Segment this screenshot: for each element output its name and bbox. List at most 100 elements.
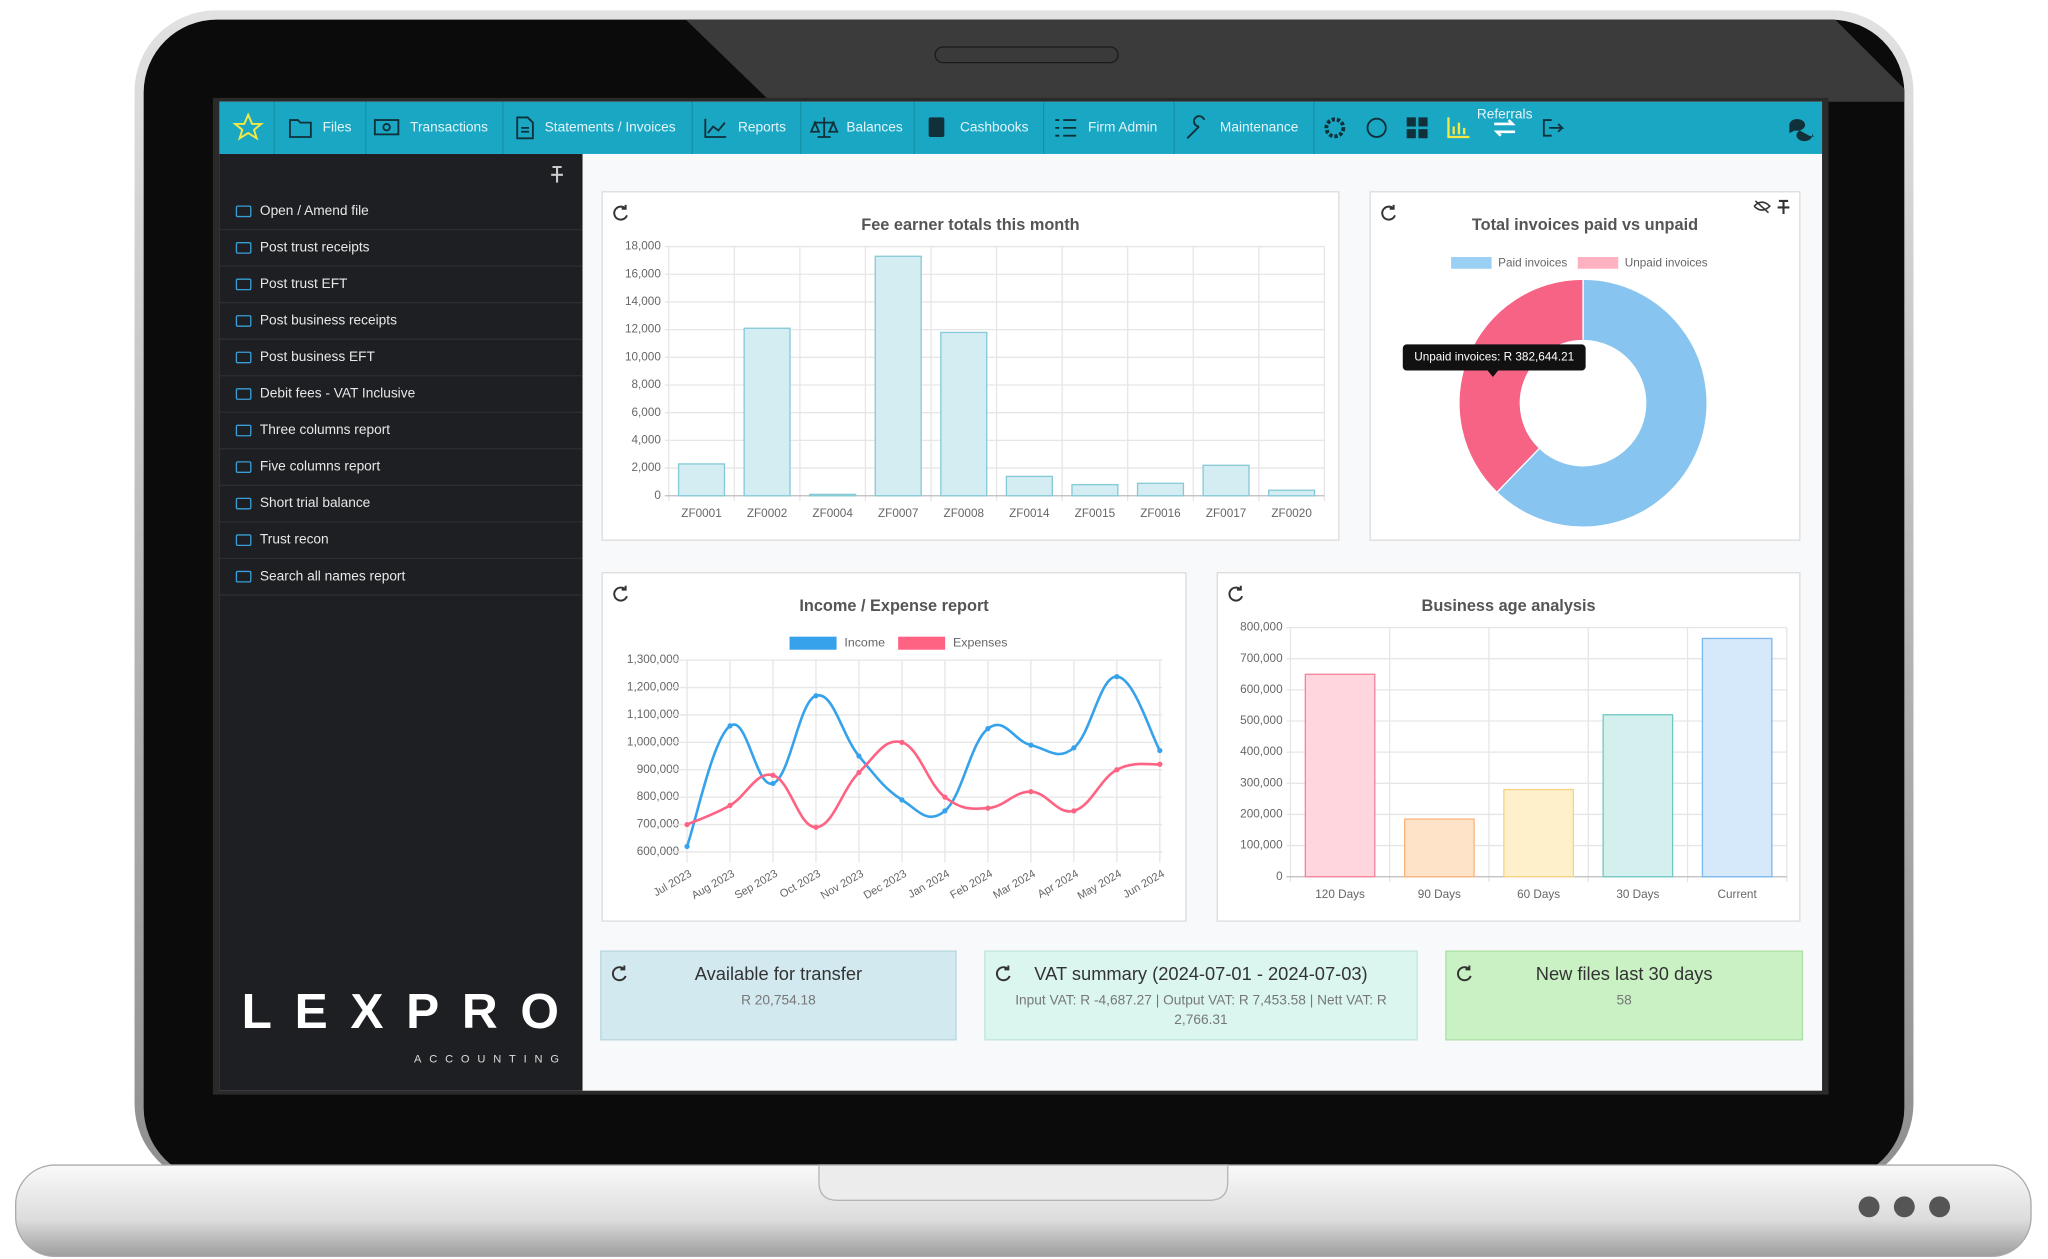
menu-item[interactable]: Post trust receipts xyxy=(260,240,370,255)
legend-swatch xyxy=(789,636,837,650)
nav: Files Transactions Statements / Invoices… xyxy=(232,101,1815,154)
point xyxy=(899,739,905,745)
point xyxy=(1028,789,1034,795)
x-tick-label: 30 Days xyxy=(1616,888,1659,901)
menu-item[interactable]: Short trial balance xyxy=(260,495,370,510)
x-tick-label: 60 Days xyxy=(1517,888,1560,901)
point xyxy=(684,821,690,828)
menu-item[interactable]: Search all names report xyxy=(260,568,406,583)
nav-item[interactable]: Maintenance xyxy=(1220,119,1298,134)
menu-item[interactable]: Post business receipts xyxy=(260,313,397,328)
y-tick-label: 800,000 xyxy=(637,790,680,803)
nav-item[interactable]: Balances xyxy=(846,119,902,134)
menu-icon xyxy=(235,315,252,327)
y-tick-label: 18,000 xyxy=(625,240,661,253)
chart-panel xyxy=(601,572,1187,922)
menu-icon xyxy=(235,278,252,291)
x-tick-label: ZF0008 xyxy=(944,507,985,520)
point xyxy=(985,805,991,811)
chat[interactable] xyxy=(1789,119,1815,142)
settings[interactable] xyxy=(1324,117,1346,139)
bar xyxy=(809,493,857,497)
menu-item[interactable]: Debit fees - VAT Inclusive xyxy=(260,386,415,401)
bar xyxy=(743,327,791,497)
y-tick-label: 4,000 xyxy=(632,433,662,446)
referrals[interactable] xyxy=(1493,119,1516,137)
nav-item[interactable]: Statements / Invoices xyxy=(545,119,676,134)
nav-item[interactable]: Files xyxy=(323,119,352,134)
point xyxy=(942,794,948,800)
nav-item[interactable]: Reports xyxy=(738,119,786,134)
bar xyxy=(1403,818,1475,878)
bar xyxy=(1304,673,1376,878)
x-tick-label: ZF0001 xyxy=(681,507,721,520)
tooltip-text: Unpaid invoices: R 382,644.21 xyxy=(1414,351,1574,364)
y-tick-label: 1,100,000 xyxy=(627,708,680,721)
tile-title: VAT summary (2024-07-01 - 2024-07-03) xyxy=(1034,962,1368,984)
doughnut-slice xyxy=(1495,278,1708,528)
charts[interactable] xyxy=(1447,117,1470,139)
tile-title: Available for transfer xyxy=(694,962,863,984)
point xyxy=(727,802,733,808)
nav-label: Referrals xyxy=(1477,106,1533,121)
tile-value: 58 xyxy=(1616,992,1632,1009)
logout[interactable] xyxy=(1542,119,1565,137)
tile xyxy=(984,950,1418,1041)
y-tick-label: 400,000 xyxy=(1240,745,1283,758)
y-tick-label: 12,000 xyxy=(625,323,661,336)
refresh-icon xyxy=(1228,585,1244,602)
point xyxy=(770,772,776,778)
tile xyxy=(600,950,957,1041)
webcam xyxy=(934,46,1119,64)
y-tick-label: 8,000 xyxy=(632,378,662,391)
menu-item[interactable]: Five columns report xyxy=(260,459,380,474)
point xyxy=(856,769,862,776)
refresh-icon xyxy=(613,204,628,221)
menu-item[interactable]: Three columns report xyxy=(260,422,390,437)
point xyxy=(1157,747,1163,754)
menu-icon xyxy=(235,242,252,254)
y-tick-label: 600,000 xyxy=(637,845,680,858)
y-tick-label: 14,000 xyxy=(625,295,661,308)
y-tick-label: 700,000 xyxy=(637,818,680,831)
dashboard-charts: Fee earner totals this month 0 2,000 4,000 6… xyxy=(601,191,1801,922)
x-tick-label: ZF0002 xyxy=(747,507,787,520)
nav-item[interactable]: Cashbooks xyxy=(960,119,1029,134)
notch xyxy=(818,1164,1229,1201)
favourites[interactable] xyxy=(232,112,264,141)
tooltip-pointer xyxy=(1487,370,1499,378)
tooltip xyxy=(1402,344,1586,371)
chart-title: Fee earner totals this month xyxy=(861,216,1079,234)
x-tick-label: ZF0016 xyxy=(1140,507,1181,520)
dot xyxy=(1858,1196,1880,1218)
bar xyxy=(1005,475,1053,497)
menu-item[interactable]: Open / Amend file xyxy=(260,203,369,218)
menu-item[interactable]: Post trust EFT xyxy=(260,276,348,291)
nav-item[interactable]: Transactions xyxy=(410,119,488,134)
point xyxy=(1071,808,1077,814)
hide-icon xyxy=(1753,200,1771,214)
x-tick-label: ZF0020 xyxy=(1271,507,1312,520)
reflection xyxy=(685,19,1905,102)
help[interactable] xyxy=(1366,117,1387,138)
tile-title: New files last 30 days xyxy=(1535,962,1713,984)
chart-title: Total invoices paid vs unpaid xyxy=(1472,216,1698,234)
y-tick-label: 10,000 xyxy=(625,350,661,363)
point xyxy=(1114,767,1120,773)
menu-icon xyxy=(235,570,252,583)
point xyxy=(813,824,819,830)
x-tick-label: 120 Days xyxy=(1315,888,1365,901)
bar xyxy=(1503,788,1575,878)
menu-item[interactable]: Trust recon xyxy=(260,532,329,547)
y-tick-label: 200,000 xyxy=(1240,808,1283,821)
bar xyxy=(1701,637,1773,878)
point xyxy=(1028,742,1034,748)
dashboard[interactable] xyxy=(1406,117,1428,139)
menu-item[interactable]: Post business EFT xyxy=(260,349,376,364)
bar xyxy=(677,463,726,497)
tile-value: R 20,754.18 xyxy=(741,992,816,1009)
y-tick-label: 16,000 xyxy=(625,267,661,280)
nav-item[interactable]: Firm Admin xyxy=(1088,119,1157,134)
